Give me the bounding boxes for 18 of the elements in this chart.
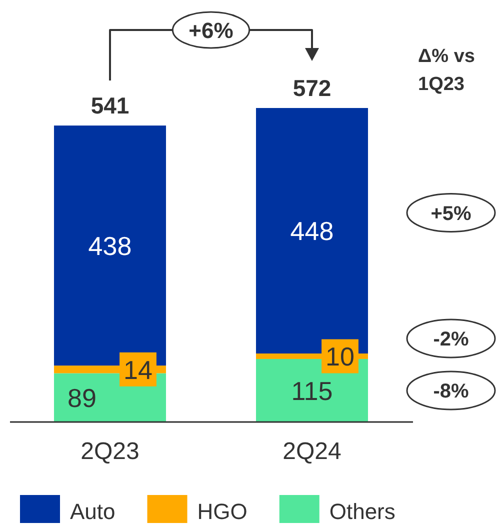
data-label: 14	[124, 354, 152, 385]
text: -2%	[433, 328, 469, 351]
text: +6%	[188, 18, 234, 43]
total-label: 572	[292, 75, 332, 101]
x-tick-label: 2Q23	[80, 438, 140, 465]
text: Δ% vs 1Q23	[418, 46, 475, 95]
data-label: 10	[326, 342, 354, 372]
data-label: 89	[68, 382, 96, 413]
x-tick-label: 2Q24	[282, 438, 342, 465]
text: +5%	[430, 202, 472, 225]
data-label: 438	[88, 230, 132, 261]
data-label: 448	[290, 216, 334, 246]
text: -8%	[433, 380, 469, 403]
legend-label: HGO	[197, 499, 248, 524]
data-label: 115	[291, 376, 333, 406]
legend-label: Others	[329, 499, 396, 524]
total-label: 541	[90, 92, 130, 119]
legend-label: Auto	[70, 499, 116, 524]
